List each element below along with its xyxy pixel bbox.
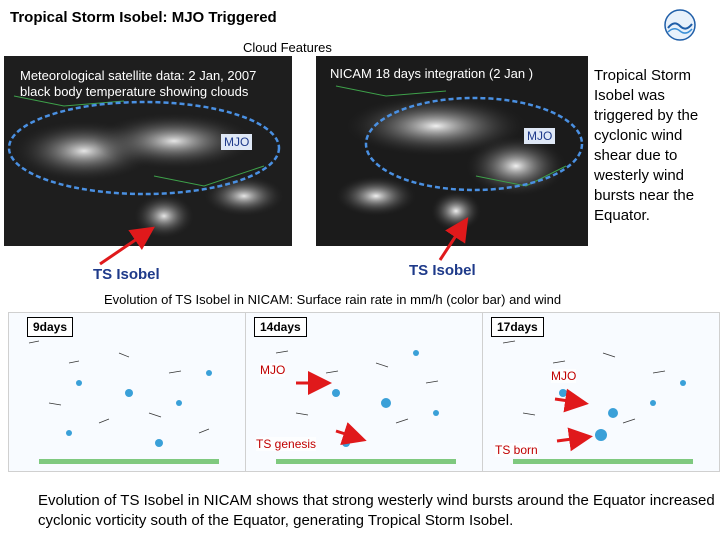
satellite-image: Meteorological satellite data: 2 Jan, 20… xyxy=(4,56,292,246)
evolution-panel-9days: 9days xyxy=(8,312,246,472)
left-image-caption-line2: black body temperature showing clouds xyxy=(20,84,249,99)
evolution-panel-17days: 17days MJO TS born xyxy=(482,312,720,472)
day-label-14days: 14days xyxy=(254,317,307,337)
ts-genesis-label: TS genesis xyxy=(256,437,317,451)
page-title: Tropical Storm Isobel: MJO Triggered xyxy=(10,9,277,26)
ts-born-label: TS born xyxy=(495,443,538,457)
mjo-label-left: MJO xyxy=(221,134,253,150)
ts-isobel-label-left: TS Isobel xyxy=(93,266,160,283)
evolution-panel-14days: 14days MJO TS genesis xyxy=(245,312,483,472)
ts-isobel-label-right: TS Isobel xyxy=(409,262,476,279)
arrow-ts-left xyxy=(99,226,155,266)
nicam-image-graphic xyxy=(316,56,588,246)
satellite-image-graphic xyxy=(4,56,292,246)
mjo-label-14days: MJO xyxy=(260,363,286,377)
day-label-9days: 9days xyxy=(27,317,74,337)
organization-logo-icon xyxy=(660,8,700,47)
mjo-label-17days: MJO xyxy=(551,369,577,383)
mjo-label-right: MJO xyxy=(524,128,556,144)
bottom-summary-text: Evolution of TS Isobel in NICAM shows th… xyxy=(38,492,715,529)
side-explanation-text: Tropical Storm Isobel was triggered by t… xyxy=(594,67,699,224)
day-label-17days: 17days xyxy=(491,317,544,337)
left-image-caption-line1: Meteorological satellite data: 2 Jan, 20… xyxy=(20,68,257,83)
evolution-header: Evolution of TS Isobel in NICAM: Surface… xyxy=(104,292,562,307)
cloud-features-header: Cloud Features xyxy=(243,40,332,55)
arrow-ts-right xyxy=(438,216,469,261)
rain-wind-map xyxy=(9,313,245,471)
right-image-caption: NICAM 18 days integration (2 Jan ) xyxy=(330,66,534,81)
nicam-simulation-image: NICAM 18 days integration (2 Jan ) MJO xyxy=(316,56,588,246)
